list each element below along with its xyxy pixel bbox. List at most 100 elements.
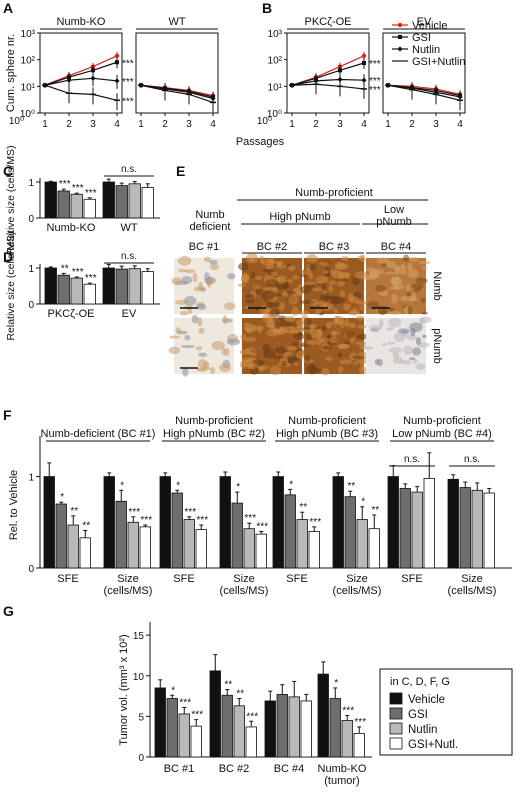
tissue-cell xyxy=(306,339,316,346)
significance-label: * xyxy=(289,479,293,490)
tissue-cell xyxy=(401,263,406,269)
tissue-cell xyxy=(251,271,256,279)
block-title: High pNumb (BC #3) xyxy=(276,428,378,440)
bar xyxy=(102,181,115,219)
tissue-cell xyxy=(394,265,400,276)
legend-marker xyxy=(397,46,403,52)
bar xyxy=(387,476,399,569)
bar xyxy=(471,489,483,569)
tissue-cell xyxy=(227,272,236,280)
series-line xyxy=(387,84,461,98)
tissue-cell xyxy=(321,282,327,291)
series-line xyxy=(387,84,461,101)
bar xyxy=(284,494,296,569)
bar xyxy=(141,186,154,219)
tissue-cell xyxy=(269,365,281,376)
tissue-cell xyxy=(309,299,320,307)
tissue-cell xyxy=(296,350,307,359)
col-group-label: Low xyxy=(384,204,404,216)
tissue-cell xyxy=(331,296,346,305)
tissue-cell xyxy=(407,305,413,315)
subpanel-title: WT xyxy=(168,16,185,28)
x-tick-label: 4 xyxy=(457,119,463,130)
tissue-cell xyxy=(226,338,241,346)
tissue-cell xyxy=(224,347,230,357)
bar xyxy=(103,476,115,569)
tissue-cell xyxy=(391,293,398,304)
block-title: Numb-deficient (BC #1) xyxy=(41,428,156,440)
tissue-cell xyxy=(293,357,300,363)
tissue-cell xyxy=(254,275,263,280)
bar xyxy=(231,502,243,569)
bar xyxy=(255,533,267,569)
tissue-cell xyxy=(272,355,283,360)
tissue-cell xyxy=(291,342,300,346)
bar xyxy=(115,185,128,219)
group-label: (cells/MS) xyxy=(104,585,153,597)
tissue-cell xyxy=(415,336,422,345)
data-point xyxy=(361,53,367,58)
significance-label: *** xyxy=(122,96,134,107)
tissue-cell xyxy=(261,258,276,266)
tissue-cell xyxy=(335,278,349,283)
tissue-cell xyxy=(266,319,276,329)
bar xyxy=(115,500,127,569)
x-tick-label: 2 xyxy=(66,119,72,130)
tissue-cell xyxy=(309,264,317,271)
tissue-cell xyxy=(335,262,349,270)
tissue-cell xyxy=(169,335,181,339)
tissue-cell xyxy=(322,302,334,311)
x-axis-label: Passages xyxy=(236,136,285,148)
y-axis-label: Rel. to Vehicle xyxy=(8,470,20,540)
bar xyxy=(300,700,312,758)
tissue-cell xyxy=(276,261,282,267)
tissue-cell xyxy=(292,274,299,280)
legend-label: GSI xyxy=(412,32,431,44)
tissue-cell xyxy=(211,340,225,351)
tissue-cell xyxy=(419,317,424,326)
significance-label: *** xyxy=(354,717,366,728)
tissue-cell xyxy=(286,290,296,295)
tissue-cell xyxy=(350,308,359,315)
col-group-label: High pNumb xyxy=(269,211,330,223)
bar xyxy=(83,283,96,305)
tissue-cell xyxy=(417,342,430,348)
x-tick-label: 2 xyxy=(409,119,415,130)
bar xyxy=(296,519,308,569)
legend-label: Nutlin xyxy=(412,44,440,56)
series-line xyxy=(291,62,365,86)
x-tick-label: 1 xyxy=(289,119,295,130)
tissue-cell xyxy=(192,272,198,283)
data-point xyxy=(91,68,95,73)
bar xyxy=(245,726,257,758)
data-point xyxy=(66,77,72,83)
column-label: BC #3 xyxy=(319,241,350,253)
tissue-cell xyxy=(198,327,205,334)
bar xyxy=(79,537,91,569)
tissue-cell xyxy=(384,271,395,275)
tissue-cell xyxy=(353,361,359,365)
bar xyxy=(83,198,96,219)
tissue-cell xyxy=(312,287,323,292)
tissue-cell xyxy=(354,341,369,346)
group-label: BC #4 xyxy=(274,763,305,775)
tissue-cell xyxy=(328,284,333,294)
tissue-cell xyxy=(403,305,410,315)
panel-letter-e: E xyxy=(176,163,185,179)
tissue-cell xyxy=(223,302,236,310)
tissue-cell xyxy=(380,262,387,268)
tissue-cell xyxy=(375,285,386,292)
bar xyxy=(127,521,139,569)
bar xyxy=(154,687,166,758)
tissue-cell xyxy=(191,314,199,324)
bar xyxy=(55,503,67,569)
tissue-cell xyxy=(264,304,274,309)
legend-label: Vehicle xyxy=(412,20,447,32)
tissue-cell xyxy=(288,265,296,271)
tissue-cell xyxy=(390,276,400,286)
tissue-cell xyxy=(388,317,402,328)
subpanel-title: PKCζ-OE xyxy=(304,16,351,28)
bar xyxy=(423,477,435,569)
block-title: Numb-proficient xyxy=(288,415,366,427)
significance-label: * xyxy=(176,480,180,491)
